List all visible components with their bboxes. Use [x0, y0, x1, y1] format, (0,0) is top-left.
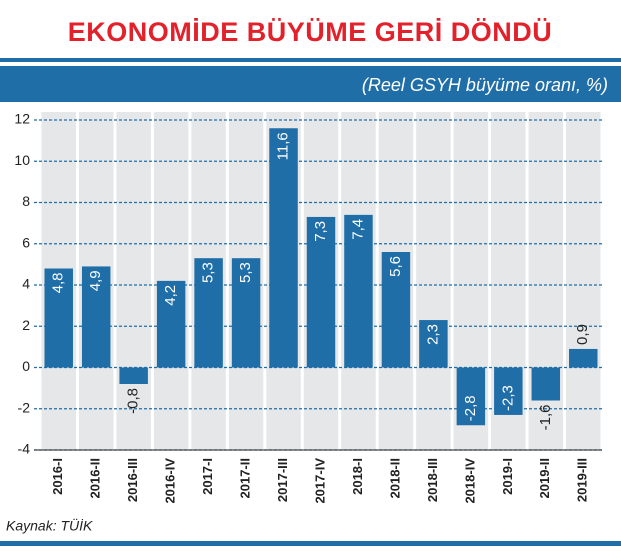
value-label: 11,6: [275, 132, 292, 160]
value-label: 0,9: [574, 324, 591, 345]
x-tick-label: 2016-III: [125, 458, 140, 502]
bar: [231, 258, 261, 368]
value-label: 5,3: [237, 262, 254, 283]
value-label: -2,3: [499, 385, 516, 411]
x-tick-label: 2016-I: [50, 458, 65, 495]
value-label: 7,4: [349, 219, 366, 240]
title-rule: [0, 58, 621, 62]
x-tick-label: 2019-III: [575, 458, 590, 502]
x-tick-label: 2018-II: [387, 458, 402, 498]
y-tick-label: 4: [22, 276, 30, 292]
chart-title: EKONOMİDE BÜYÜME GERİ DÖNDÜ: [68, 17, 553, 47]
value-label: 4,2: [162, 285, 179, 306]
bottom-rule: [0, 541, 621, 546]
y-tick-label: -2: [18, 399, 31, 415]
bar: [381, 252, 411, 368]
subtitle-band: [0, 66, 621, 102]
value-label: -1,6: [537, 405, 554, 431]
value-label: -2,8: [462, 395, 479, 421]
bar: [194, 258, 223, 368]
y-tick-label: 6: [22, 234, 30, 250]
x-tick-label: 2019-I: [500, 458, 515, 495]
bar: [269, 128, 298, 368]
bar: [456, 367, 486, 426]
column-band: [566, 112, 601, 450]
x-tick-label: 2017-III: [275, 458, 290, 502]
y-tick-label: 2: [22, 317, 30, 333]
plot: -4 -2 0 2 4 6 8 10 12 2016-I 4,8 2016-II 4,9 2016-III…: [14, 111, 602, 504]
bar: [44, 268, 73, 368]
column-band: [416, 112, 451, 450]
bar: [531, 367, 561, 401]
x-tick-label: 2018-IV: [462, 458, 477, 504]
bar: [119, 367, 148, 384]
value-label: 4,9: [87, 270, 104, 291]
y-tick-label: 0: [22, 358, 30, 374]
y-tick-label: 12: [14, 111, 30, 127]
x-tick-label: 2016-II: [88, 458, 103, 498]
source: Kaynak: TÜİK: [6, 517, 93, 534]
chart-subtitle: (Reel GSYH büyüme oranı, %): [362, 75, 608, 95]
value-label: 7,3: [312, 221, 329, 242]
x-tick-label: 2017-I: [200, 458, 215, 495]
x-tick-label: 2018-III: [425, 458, 440, 502]
x-tick-label: 2019-II: [537, 458, 552, 498]
x-tick-label: 2017-IV: [312, 458, 327, 504]
bar: [81, 266, 111, 368]
bar: [344, 214, 373, 368]
bar: [569, 348, 598, 368]
value-label: 5,6: [387, 256, 404, 277]
bar: [494, 367, 523, 415]
x-tick-label: 2017-II: [238, 458, 253, 498]
y-tick-label: -4: [18, 441, 31, 457]
bar: [306, 216, 336, 368]
value-label: -0,8: [125, 388, 142, 414]
value-label: 2,3: [424, 324, 441, 345]
value-label: 4,8: [50, 273, 67, 294]
column-band: [116, 112, 151, 450]
y-tick-label: 10: [14, 152, 30, 168]
value-label: 5,3: [200, 262, 217, 283]
y-tick-label: 8: [22, 193, 30, 209]
bar: [419, 320, 448, 368]
bar: [156, 280, 186, 368]
x-tick-label: 2018-I: [350, 458, 365, 495]
x-tick-label: 2016-IV: [163, 458, 178, 504]
